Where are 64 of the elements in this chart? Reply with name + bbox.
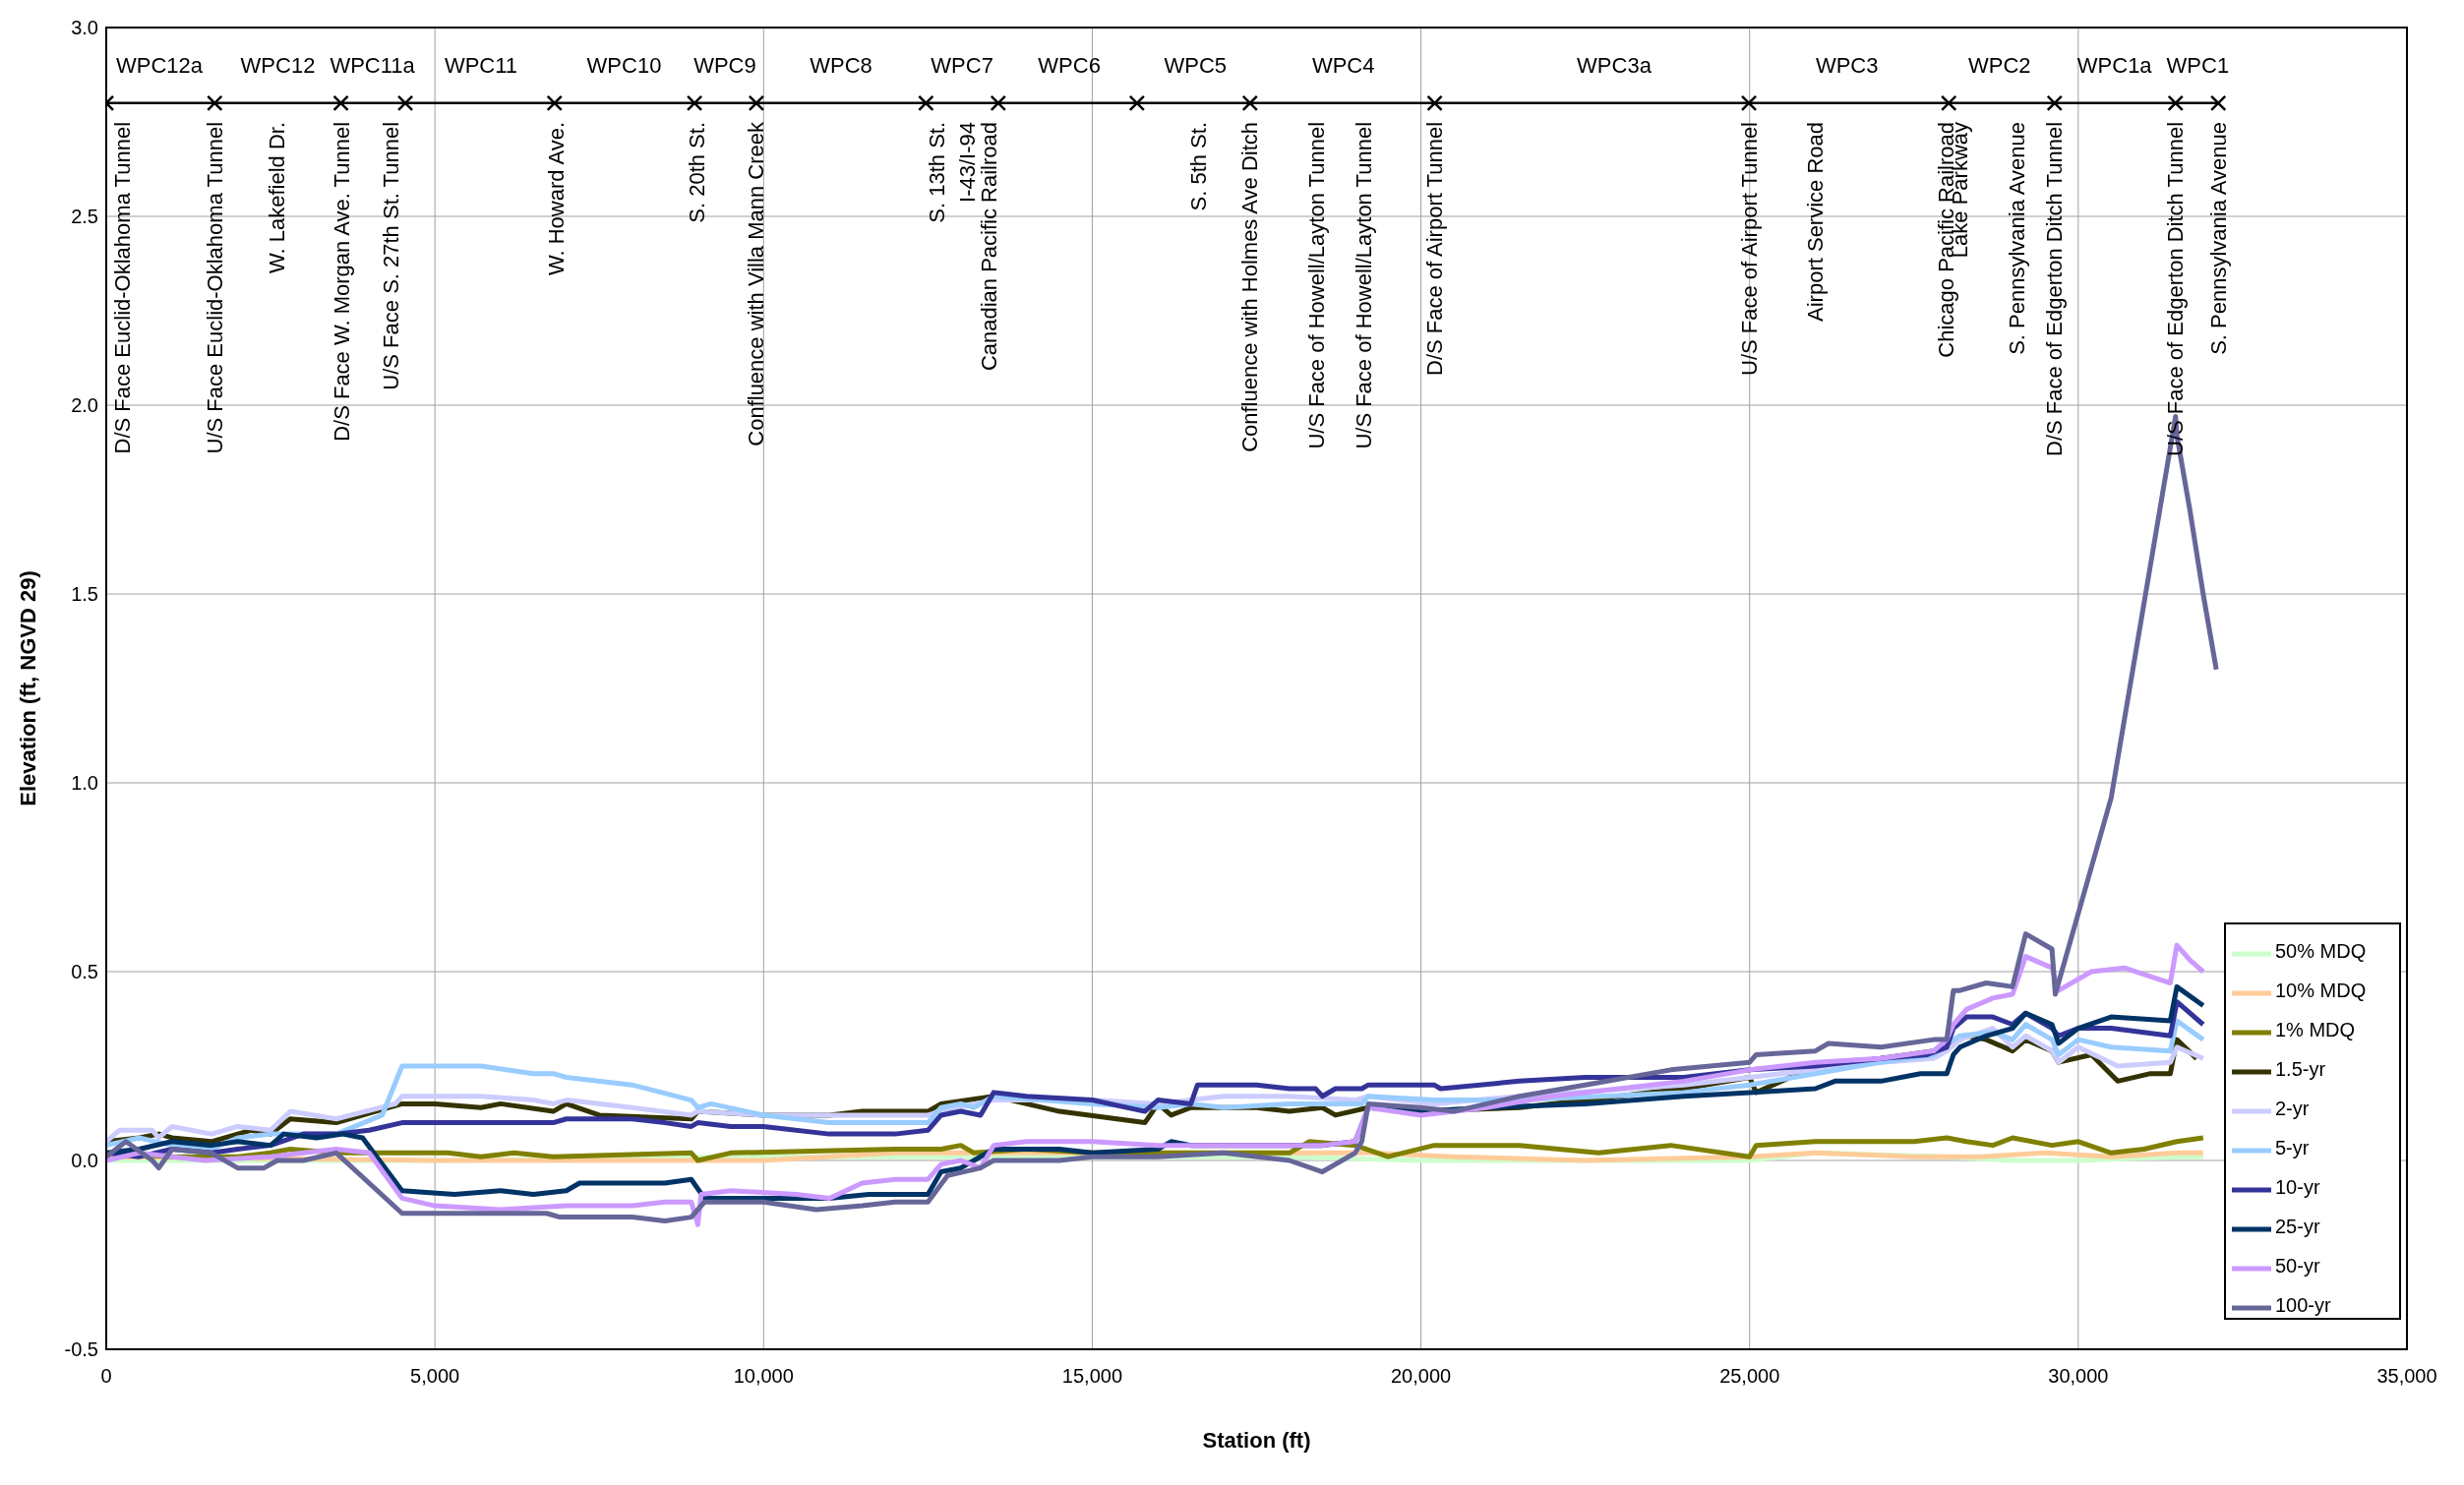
annotation: WPC7 [931, 52, 993, 78]
legend-label: 50% MDQ [2275, 940, 2367, 963]
legend-label: 5-yr [2275, 1137, 2310, 1159]
annotation: S. Pennsylvania Avenue [2004, 121, 2029, 355]
y-tick-label: 0.5 [71, 961, 98, 983]
x-tick-label: 30,000 [2048, 1365, 2109, 1388]
annotation: Confluence with Villa Mann Creek [744, 120, 769, 446]
annotation: WPC1 [2166, 52, 2230, 78]
annotation: S. 5th St. [1185, 121, 1211, 211]
annotation: U/S Face of Airport Tunnel [1736, 121, 1762, 376]
annotation: WPC1a [2076, 52, 2153, 78]
annotation: WPC3 [1815, 52, 1879, 78]
annotation: D/S Face W. Morgan Ave. Tunnel [330, 121, 355, 442]
annotation: WPC10 [586, 52, 662, 78]
annotation: WPC4 [1311, 52, 1375, 78]
legend-label: 2-yr [2275, 1098, 2310, 1120]
annotation: WPC11 [444, 52, 518, 78]
x-tick-label: 10,000 [733, 1365, 794, 1388]
legend-label: 50-yr [2275, 1255, 2320, 1277]
annotation: Airport Service Road [1803, 121, 1829, 322]
y-tick-label: 2.5 [71, 206, 98, 228]
x-tick-label: 0 [100, 1365, 112, 1388]
annotation: D/S Face of Airport Tunnel [1422, 121, 1448, 376]
annotation: U/S Face of Howell/Layton Tunnel [1303, 121, 1329, 449]
legend-label: 1.5-yr [2275, 1058, 2326, 1081]
annotation: U/S Face Euclid-Oklahoma Tunnel [202, 121, 227, 454]
annotation: D/S Face Euclid-Oklahoma Tunnel [109, 121, 135, 454]
annotation: Confluence with Holmes Ave Ditch [1237, 121, 1263, 452]
y-tick-label: 3.0 [71, 17, 98, 39]
annotation: WPC11a [330, 52, 416, 78]
annotation: S. 13th St. [925, 121, 950, 223]
legend-label: 10% MDQ [2275, 980, 2367, 1002]
annotation: WPC5 [1164, 52, 1228, 78]
y-tick-label: 1.5 [71, 583, 98, 606]
x-tick-label: 5,000 [410, 1365, 460, 1388]
legend-label: 100-yr [2275, 1294, 2331, 1317]
legend-label: 25-yr [2275, 1216, 2320, 1238]
annotation: U/S Face S. 27th St. Tunnel [378, 121, 403, 390]
annotation: W. Lakefield Dr. [264, 121, 289, 274]
annotation: WPC8 [810, 52, 872, 78]
annotation: WPC12a [116, 52, 204, 78]
y-tick-label: 2.0 [71, 394, 98, 417]
annotation: WPC3a [1577, 52, 1653, 78]
y-tick-label: -0.5 [64, 1338, 98, 1361]
annotation: WPC6 [1038, 52, 1101, 78]
annotation: W. Howard Ave. [544, 121, 570, 276]
legend-label: 10-yr [2275, 1176, 2320, 1199]
y-tick-label: 0.0 [71, 1150, 98, 1172]
annotation: S. 20th St. [684, 121, 709, 223]
x-tick-label: 20,000 [1390, 1365, 1452, 1388]
annotation: WPC2 [1967, 52, 2031, 78]
annotation: S. Pennsylvania Avenue [2205, 121, 2231, 355]
legend-label: 1% MDQ [2275, 1019, 2356, 1041]
x-tick-label: 15,000 [1061, 1365, 1123, 1388]
annotation: D/S Face of Edgerton Ditch Tunnel [2042, 121, 2068, 456]
x-tick-label: 25,000 [1719, 1365, 1780, 1388]
y-axis-title: Elevation (ft, NGVD 29) [15, 570, 40, 806]
x-tick-label: 35,000 [2376, 1365, 2437, 1388]
annotation: U/S Face of Edgerton Ditch Tunnel [2163, 121, 2189, 456]
annotation: U/S Face of Howell/Layton Tunnel [1352, 121, 1376, 449]
y-tick-label: 1.0 [71, 772, 98, 795]
annotation: WPC12 [240, 52, 316, 78]
x-axis-title: Station (ft) [1202, 1428, 1311, 1453]
annotation: WPC9 [693, 52, 756, 78]
